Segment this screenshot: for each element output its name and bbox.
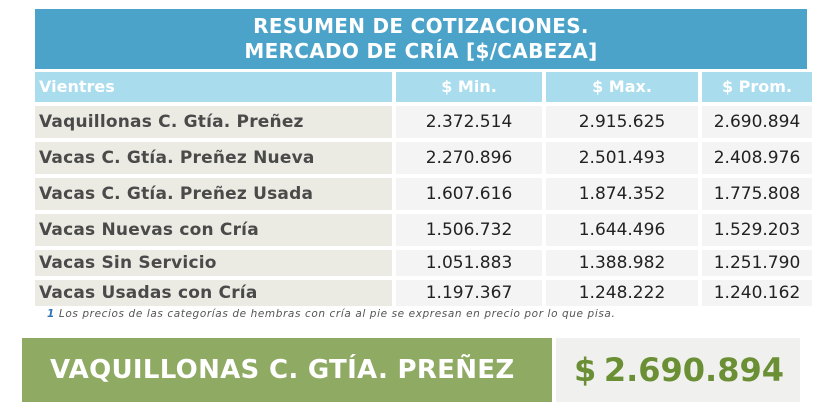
row-category: Vacas Sin Servicio xyxy=(35,250,392,276)
column-header-category: Vientres xyxy=(35,72,392,102)
row-max: 2.501.493 xyxy=(546,142,698,174)
highlight-value: 2.690.894 xyxy=(603,351,784,389)
highlight-currency: $ xyxy=(574,351,597,389)
row-min: 2.270.896 xyxy=(396,142,542,174)
quotes-summary: RESUMEN DE COTIZACIONES. MERCADO DE CRÍA… xyxy=(35,9,812,320)
highlight-bar: VAQUILLONAS C. GTÍA. PREÑEZ $ 2.690.894 xyxy=(22,338,800,402)
row-min: 2.372.514 xyxy=(396,106,542,138)
footnote-text: Los precios de las categorías de hembras… xyxy=(58,308,616,320)
highlight-value-box: $ 2.690.894 xyxy=(556,338,800,402)
row-max: 1.248.222 xyxy=(546,280,698,306)
quotes-table: Vientres $ Min. $ Max. $ Prom. Vaquillon… xyxy=(35,72,812,310)
row-avg: 1.529.203 xyxy=(702,214,812,246)
column-header-min: $ Min. xyxy=(396,72,542,102)
row-max: 1.644.496 xyxy=(546,214,698,246)
title-line-1: RESUMEN DE COTIZACIONES. xyxy=(253,14,589,38)
row-max: 1.874.352 xyxy=(546,178,698,210)
row-max: 2.915.625 xyxy=(546,106,698,138)
row-category: Vaquillonas C. Gtía. Preñez xyxy=(35,106,392,138)
row-min: 1.607.616 xyxy=(396,178,542,210)
column-header-max: $ Max. xyxy=(546,72,698,102)
highlight-label: VAQUILLONAS C. GTÍA. PREÑEZ xyxy=(22,338,552,402)
row-avg: 1.775.808 xyxy=(702,178,812,210)
row-category: Vacas Nuevas con Cría xyxy=(35,214,392,246)
row-min: 1.506.732 xyxy=(396,214,542,246)
row-avg: 1.240.162 xyxy=(702,280,812,306)
row-category: Vacas C. Gtía. Preñez Usada xyxy=(35,178,392,210)
row-max: 1.388.982 xyxy=(546,250,698,276)
row-category: Vacas C. Gtía. Preñez Nueva xyxy=(35,142,392,174)
row-avg: 2.690.894 xyxy=(702,106,812,138)
row-category: Vacas Usadas con Cría xyxy=(35,280,392,306)
row-avg: 2.408.976 xyxy=(702,142,812,174)
footnote-marker: 1 xyxy=(47,308,55,320)
column-header-avg: $ Prom. xyxy=(702,72,812,102)
title-line-2: MERCADO DE CRÍA [$/CABEZA] xyxy=(244,39,598,63)
summary-title: RESUMEN DE COTIZACIONES. MERCADO DE CRÍA… xyxy=(35,9,807,69)
row-min: 1.051.883 xyxy=(396,250,542,276)
footnote: 1 Los precios de las categorías de hembra… xyxy=(35,308,809,320)
row-min: 1.197.367 xyxy=(396,280,542,306)
row-avg: 1.251.790 xyxy=(702,250,812,276)
